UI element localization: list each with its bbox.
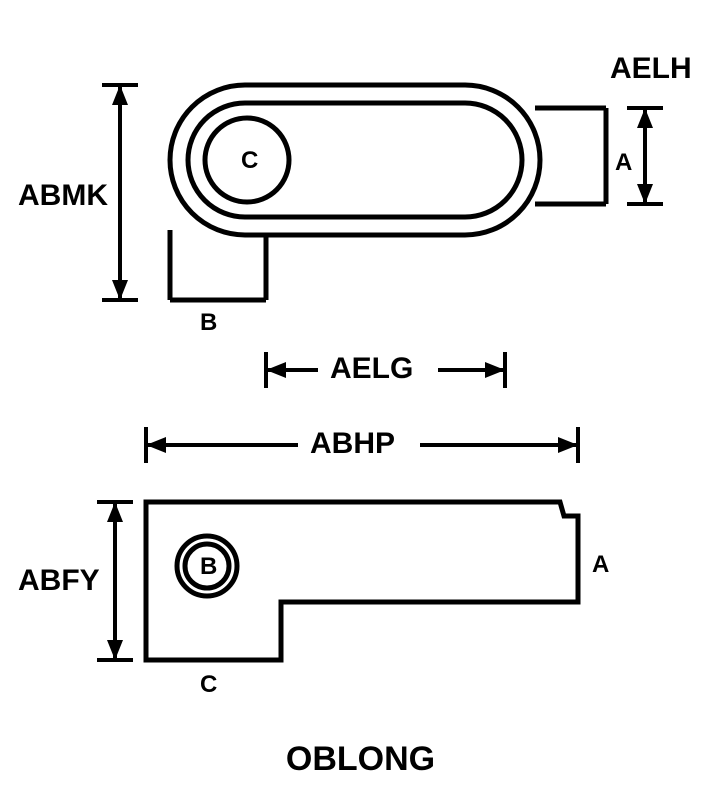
label-top-A: A [615, 149, 632, 176]
top-view [170, 85, 606, 300]
dim-AELG: AELG [330, 352, 413, 385]
dim-ABHP: ABHP [310, 427, 395, 460]
dim-ABFY: ABFY [18, 564, 100, 597]
label-top-B: B [200, 309, 217, 336]
title: OBLONG [286, 740, 435, 778]
side-outline [146, 502, 578, 660]
label-side-B: B [200, 553, 217, 580]
side-view [146, 502, 578, 660]
label-side-C: C [200, 671, 217, 698]
label-top-C: C [241, 147, 258, 174]
dim-AELH: AELH [610, 52, 692, 85]
dim-ABMK: ABMK [18, 179, 108, 212]
label-side-A: A [592, 551, 609, 578]
